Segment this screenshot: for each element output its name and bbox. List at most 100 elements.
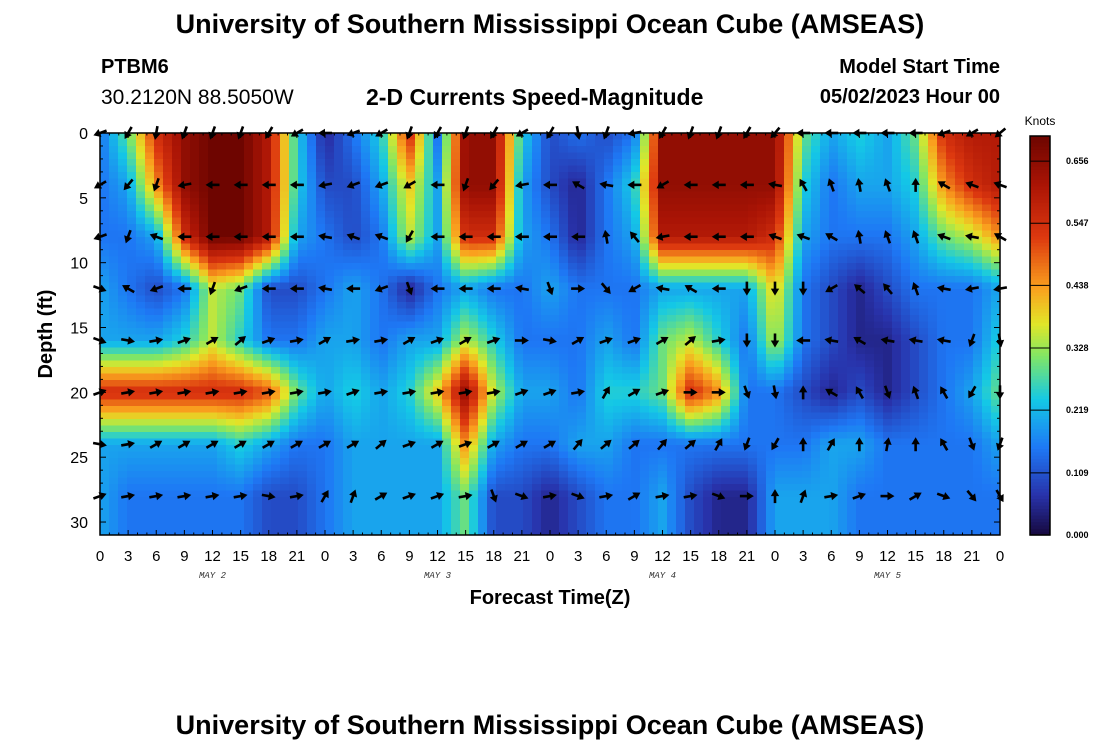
heatmap-cell	[415, 250, 425, 258]
heatmap-cell	[388, 172, 398, 180]
heatmap-cell	[694, 237, 704, 245]
heatmap-cell	[136, 516, 146, 524]
heatmap-cell	[433, 302, 443, 310]
heatmap-cell	[559, 354, 569, 362]
heatmap-cell	[379, 146, 389, 154]
heatmap-cell	[676, 393, 686, 401]
heatmap-cell	[667, 295, 677, 303]
heatmap-cell	[253, 224, 263, 232]
heatmap-cell	[433, 185, 443, 193]
heatmap-cell	[316, 347, 326, 355]
heatmap-cell	[415, 146, 425, 154]
heatmap-cell	[271, 224, 281, 232]
heatmap-cell	[721, 295, 731, 303]
heatmap-cell	[406, 224, 416, 232]
heatmap-cell	[433, 477, 443, 485]
heatmap-cell	[109, 152, 119, 160]
heatmap-cell	[496, 360, 506, 368]
heatmap-cell	[622, 510, 632, 518]
heatmap-cell	[163, 282, 173, 290]
heatmap-cell	[478, 211, 488, 219]
heatmap-cell	[505, 224, 515, 232]
heatmap-cell	[334, 185, 344, 193]
heatmap-cell	[370, 165, 380, 173]
heatmap-cell	[487, 198, 497, 206]
heatmap-cell	[487, 159, 497, 167]
heatmap-cell	[748, 529, 758, 535]
heatmap-cell	[514, 191, 524, 199]
heatmap-cell	[460, 360, 470, 368]
heatmap-cell	[370, 315, 380, 323]
heatmap-cell	[325, 315, 335, 323]
heatmap-cell	[100, 425, 110, 433]
heatmap-cell	[118, 165, 128, 173]
heatmap-cell	[145, 243, 155, 251]
heatmap-cell	[406, 315, 416, 323]
heatmap-cell	[676, 276, 686, 284]
heatmap-cell	[118, 477, 128, 485]
heatmap-cell	[244, 393, 254, 401]
heatmap-cell	[424, 373, 434, 381]
heatmap-cell	[550, 315, 560, 323]
heatmap-cell	[802, 282, 812, 290]
heatmap-cell	[604, 146, 614, 154]
heatmap-cell	[559, 451, 569, 459]
heatmap-cell	[298, 276, 308, 284]
heatmap-cell	[424, 523, 434, 531]
heatmap-cell	[640, 373, 650, 381]
heatmap-cell	[433, 191, 443, 199]
heatmap-cell	[325, 146, 335, 154]
heatmap-cell	[496, 458, 506, 466]
heatmap-cell	[361, 477, 371, 485]
heatmap-cell	[361, 523, 371, 531]
heatmap-cell	[631, 464, 641, 472]
heatmap-cell	[550, 399, 560, 407]
heatmap-cell	[784, 393, 794, 401]
heatmap-cell	[226, 263, 236, 271]
heatmap-cell	[334, 399, 344, 407]
heatmap-cell	[667, 386, 677, 394]
heatmap-cell	[757, 380, 767, 388]
heatmap-cell	[802, 178, 812, 186]
heatmap-cell	[775, 302, 785, 310]
heatmap-cell	[622, 523, 632, 531]
heatmap-cell	[622, 451, 632, 459]
heatmap-cell	[289, 289, 299, 297]
heatmap-cell	[487, 172, 497, 180]
heatmap-cell	[199, 334, 209, 342]
heatmap-cell	[172, 198, 182, 206]
heatmap-cell	[712, 198, 722, 206]
heatmap-cell	[244, 198, 254, 206]
heatmap-cell	[379, 302, 389, 310]
heatmap-cell	[577, 243, 587, 251]
heatmap-cell	[343, 172, 353, 180]
heatmap-cell	[577, 295, 587, 303]
heatmap-cell	[586, 334, 596, 342]
heatmap-cell	[289, 412, 299, 420]
heatmap-cell	[478, 347, 488, 355]
heatmap-cell	[145, 250, 155, 258]
heatmap-cell	[109, 185, 119, 193]
heatmap-cell	[748, 321, 758, 329]
heatmap-cell	[712, 399, 722, 407]
heatmap-cell	[676, 334, 686, 342]
heatmap-cell	[325, 386, 335, 394]
heatmap-cell	[109, 224, 119, 232]
heatmap-cell	[397, 243, 407, 251]
heatmap-cell	[766, 445, 776, 453]
heatmap-cell	[370, 360, 380, 368]
heatmap-cell	[514, 269, 524, 277]
heatmap-cell	[568, 217, 578, 225]
heatmap-cell	[289, 139, 299, 147]
heatmap-cell	[343, 393, 353, 401]
heatmap-cell	[136, 445, 146, 453]
heatmap-cell	[577, 276, 587, 284]
heatmap-cell	[649, 347, 659, 355]
heatmap-cell	[604, 458, 614, 466]
heatmap-cell	[388, 230, 398, 238]
heatmap-cell	[613, 204, 623, 212]
heatmap-cell	[424, 510, 434, 518]
heatmap-cell	[460, 451, 470, 459]
heatmap-cell	[244, 282, 254, 290]
heatmap-cell	[361, 276, 371, 284]
